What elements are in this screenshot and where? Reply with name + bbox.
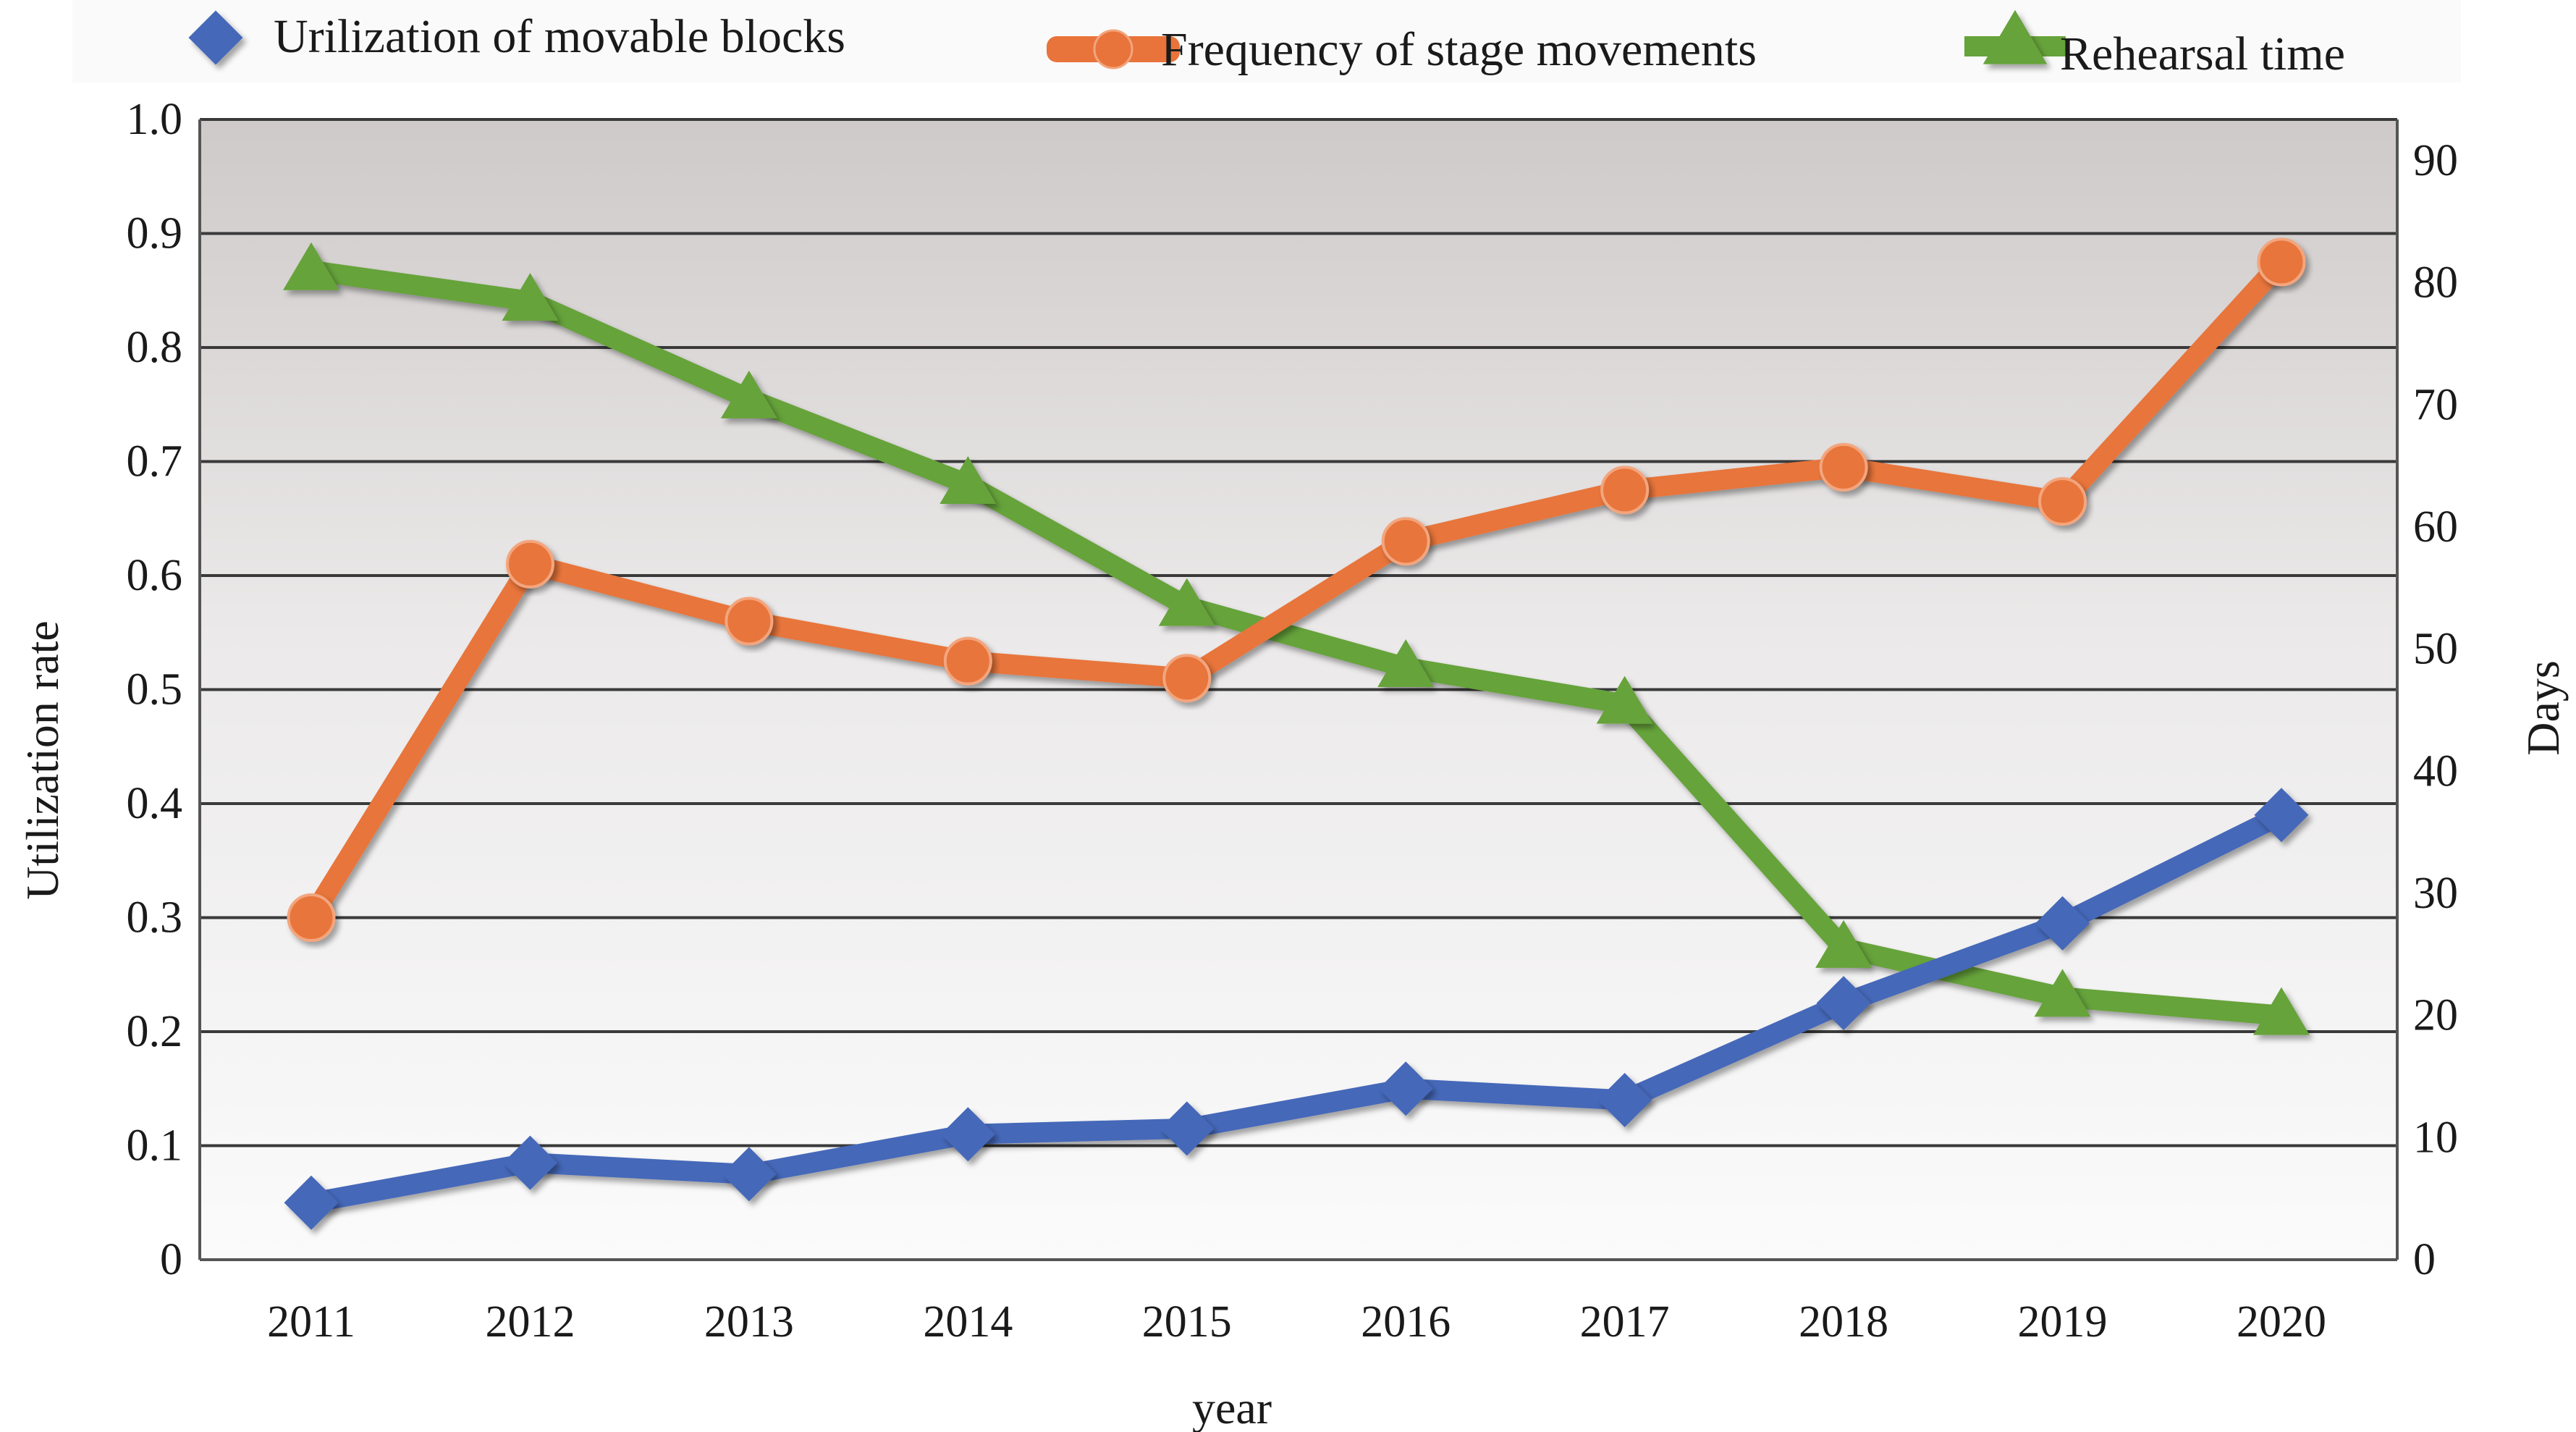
y2-tick-label: 30 <box>2413 869 2458 918</box>
series-group <box>283 237 2310 1230</box>
legend-label: Urilization of movable blocks <box>274 10 845 63</box>
data-point <box>2034 969 2091 1017</box>
y2-axis-ticks: 0 10 20 30 40 50 60 70 80 90 <box>2413 136 2458 1284</box>
y2-tick-label: 60 <box>2413 502 2458 552</box>
data-point <box>2253 987 2310 1035</box>
y-tick-label: 0.7 <box>127 437 183 487</box>
series-diamond <box>284 788 2309 1230</box>
legend-marker <box>1982 9 2048 64</box>
data-point <box>1162 654 1212 703</box>
y2-tick-label: 20 <box>2413 991 2458 1040</box>
y2-tick-label: 0 <box>2413 1235 2436 1284</box>
y2-tick-label: 10 <box>2413 1113 2458 1162</box>
y-tick-label: 0.4 <box>127 779 183 828</box>
legend-item: Frequency of stage movements <box>1047 23 1757 76</box>
x-tick-label: 2017 <box>1580 1297 1670 1347</box>
y2-axis-title: Days <box>2517 660 2569 756</box>
legend-label: Rehearsal time <box>2060 28 2345 80</box>
y-tick-label: 0.6 <box>127 551 183 600</box>
y2-tick-label: 50 <box>2413 625 2458 674</box>
y-tick-label: 1.0 <box>127 95 183 144</box>
data-point <box>1378 1061 1433 1116</box>
x-tick-label: 2011 <box>267 1297 355 1347</box>
x-axis-ticks: 2011 2012 2013 2014 2015 2016 2017 2018 2019 2020 <box>267 1297 2326 1347</box>
data-point <box>722 1147 777 1202</box>
data-point <box>505 539 554 589</box>
legend-marker <box>188 10 243 65</box>
y2-tick-label: 70 <box>2413 380 2458 429</box>
legend-item: Urilization of movable blocks <box>188 10 845 65</box>
y-tick-label: 0.3 <box>127 893 183 943</box>
y-axis-title: Utilization rate <box>17 620 68 900</box>
x-tick-label: 2013 <box>704 1297 794 1347</box>
x-tick-label: 2012 <box>485 1297 575 1347</box>
x-axis-title: year <box>1192 1382 1272 1432</box>
y-tick-label: 0.9 <box>127 209 183 258</box>
legend-item: Rehearsal time <box>1964 9 2345 80</box>
y2-tick-label: 80 <box>2413 258 2458 308</box>
data-point <box>940 1107 995 1162</box>
y-axis-ticks: 0 0.1 0.2 0.3 0.4 0.5 0.6 0.7 0.8 0.9 1.0 <box>127 95 183 1284</box>
grid-lines <box>200 118 2397 1147</box>
data-point <box>502 1135 557 1190</box>
data-point <box>283 242 339 290</box>
data-point <box>1600 466 1650 515</box>
legend: Urilization of movable blocks Frequency o… <box>72 0 2461 83</box>
series-line <box>301 251 2292 928</box>
x-tick-label: 2015 <box>1142 1297 1232 1347</box>
x-tick-label: 2020 <box>2237 1297 2326 1347</box>
data-point <box>1819 442 1868 492</box>
y-tick-label: 0.1 <box>127 1121 183 1171</box>
series-circle <box>287 237 2306 942</box>
data-point <box>284 1175 339 1230</box>
series-line <box>301 804 2292 1213</box>
y-tick-label: 0.8 <box>127 323 183 372</box>
data-point <box>1597 1073 1652 1127</box>
data-point <box>287 893 336 942</box>
x-tick-label: 2018 <box>1799 1297 1888 1347</box>
data-point <box>2038 477 2087 526</box>
data-point <box>1377 639 1435 687</box>
data-point <box>1596 675 1653 724</box>
x-tick-label: 2016 <box>1361 1297 1450 1347</box>
y-tick-label: 0.5 <box>127 665 183 715</box>
data-point <box>1158 578 1215 626</box>
data-point <box>1381 517 1430 566</box>
legend-marker <box>1093 29 1133 70</box>
y-tick-label: 0.2 <box>127 1007 183 1056</box>
data-point <box>720 370 777 418</box>
data-point <box>1816 976 1871 1031</box>
data-point <box>2035 896 2090 951</box>
data-point <box>1815 919 1872 968</box>
x-tick-label: 2019 <box>2018 1297 2108 1347</box>
data-point <box>2254 788 2309 843</box>
y2-tick-label: 40 <box>2413 746 2458 796</box>
x-tick-label: 2014 <box>923 1297 1013 1347</box>
data-point <box>725 597 774 646</box>
axes <box>198 119 2399 1261</box>
data-point <box>1160 1101 1215 1156</box>
y-tick-label: 0 <box>160 1235 182 1284</box>
data-point <box>502 272 559 321</box>
y2-tick-label: 90 <box>2413 136 2458 185</box>
data-point <box>2257 237 2306 287</box>
data-point <box>939 455 997 504</box>
legend-label: Frequency of stage movements <box>1161 23 1757 76</box>
data-point <box>943 636 992 686</box>
